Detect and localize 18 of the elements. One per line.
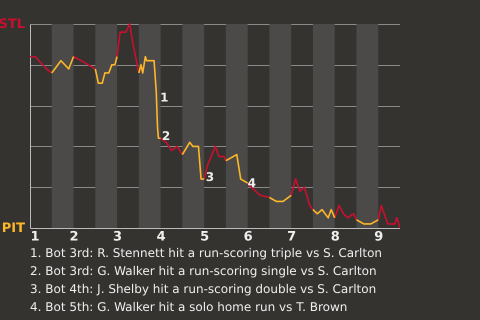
text: 3. Bot 4th: J. Shelby hit a run-scoring double vs S. Carlton (30, 281, 378, 298)
x-tick-label: 9 (374, 230, 384, 244)
annotation: 4 (248, 176, 256, 190)
x-tick-label: 7 (287, 230, 296, 244)
x-tick-label: 4 (156, 230, 166, 244)
annotation: 1 (160, 90, 168, 104)
text: 4. Bot 5th: G. Walker hit a solo home run vs T. Brown (30, 299, 348, 316)
x-tick-label: 6 (244, 230, 253, 244)
x-tick-label: 5 (200, 230, 210, 244)
annotation: 2 (162, 129, 170, 144)
x-tick-label: 3 (113, 230, 122, 244)
x-tick-label: 8 (330, 230, 340, 244)
text: PIT (2, 221, 26, 236)
x-tick-label: 2 (70, 230, 79, 244)
annotation: 3 (206, 170, 214, 184)
text: 1. Bot 3rd: R. Stennett hit a run-scoring triple vs S. Carlton (30, 245, 382, 262)
text: 2. Bot 3rd: G. Walker hit a run-scoring single vs S. Carlton (30, 263, 378, 280)
x-tick-label: 1 (30, 230, 40, 244)
